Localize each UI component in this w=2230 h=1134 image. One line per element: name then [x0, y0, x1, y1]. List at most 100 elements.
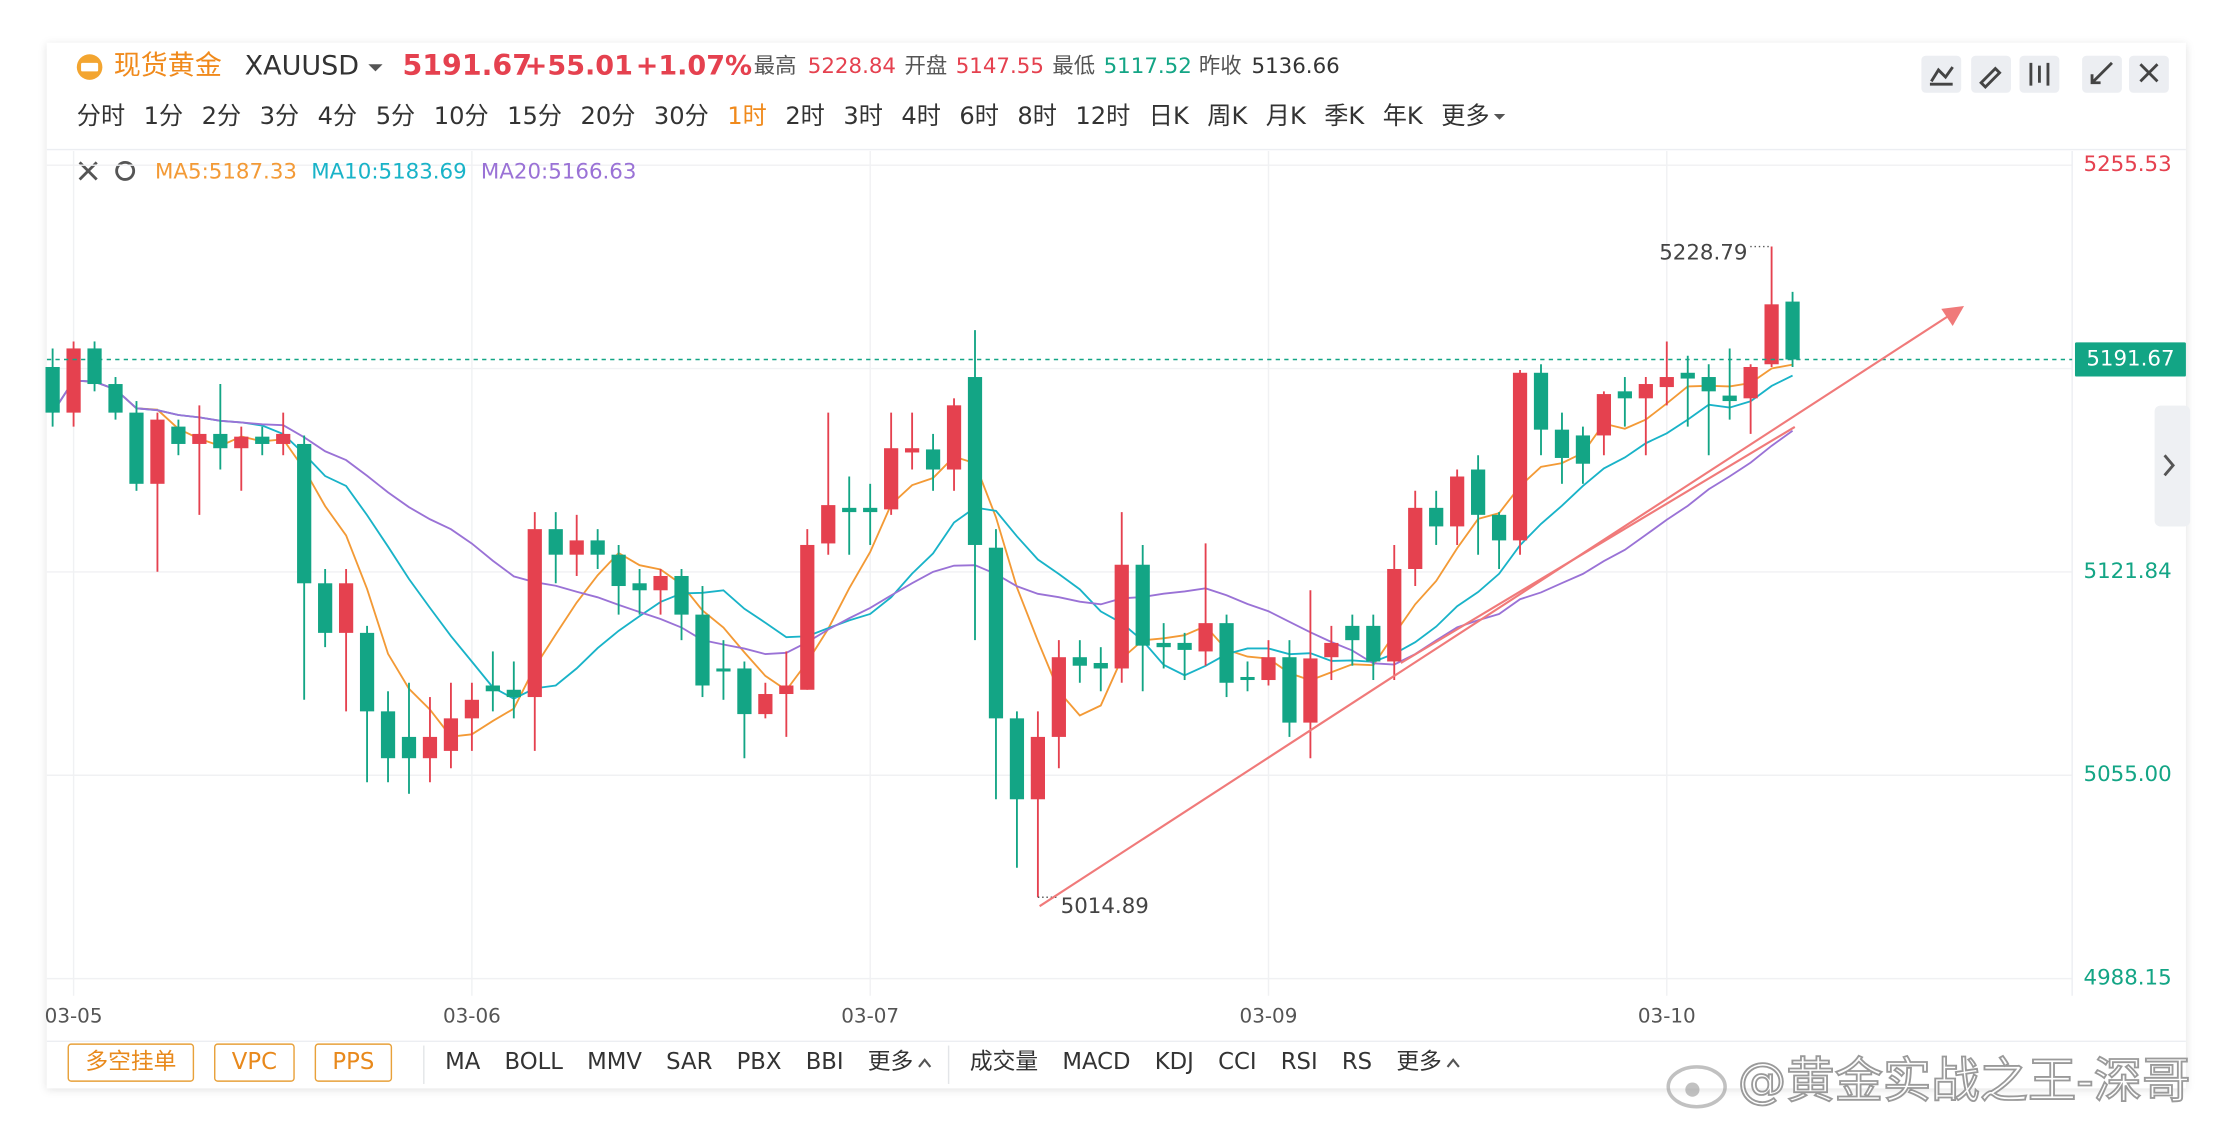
candle-body: [192, 433, 207, 444]
candle-body: [988, 547, 1004, 719]
candle-body: [1785, 301, 1800, 360]
symbol-code[interactable]: XAUUSD: [245, 51, 360, 82]
x-tick-label: 03-05: [45, 1005, 103, 1028]
trend-line: [1400, 425, 1796, 664]
settings-icon[interactable]: [115, 160, 136, 181]
timeframe[interactable]: 8时: [1017, 102, 1057, 130]
timeframe[interactable]: 1时: [727, 102, 767, 130]
indicator-tab[interactable]: MMV: [587, 1049, 642, 1075]
timeframe[interactable]: 5分: [376, 102, 416, 130]
stat-label: 最低: [1052, 54, 1095, 79]
timeframe[interactable]: 6时: [959, 102, 999, 130]
timeframe[interactable]: 12时: [1075, 102, 1130, 130]
button-label[interactable]: VPC: [232, 1049, 277, 1075]
timeframe[interactable]: 分时: [77, 102, 125, 130]
symbol-caret[interactable]: [368, 64, 383, 72]
candle-body: [904, 448, 920, 453]
timeframe[interactable]: 4分: [318, 102, 358, 130]
plot: 4988.155055.005121.845188.695255.5303-05…: [45, 151, 2186, 1028]
stat-value: 5147.55: [956, 54, 1044, 79]
candle-body: [1659, 377, 1674, 388]
candle-body: [1387, 568, 1402, 662]
change-pct: +1.07%: [636, 51, 752, 82]
stat-value: 5117.52: [1104, 54, 1192, 79]
timeframe[interactable]: 20分: [581, 102, 636, 130]
timeframe[interactable]: 月K: [1266, 102, 1307, 130]
y-tick-label: 5121.84: [2084, 559, 2172, 584]
indicator-tab[interactable]: 更多: [868, 1049, 913, 1075]
ma-legend: MA10:5183.69: [311, 159, 467, 184]
price-box-label: 5191.67: [2086, 346, 2174, 371]
indicator-tab[interactable]: CCI: [1218, 1049, 1256, 1075]
timeframe[interactable]: 3分: [260, 102, 300, 130]
timeframe[interactable]: 3时: [843, 102, 883, 130]
candle-body: [66, 348, 81, 413]
candle-body: [548, 529, 563, 555]
candle-body: [1617, 391, 1632, 399]
annotation: 5014.89: [1061, 894, 1149, 919]
timeframe[interactable]: 2时: [785, 102, 825, 130]
watermark-logo: [1666, 1065, 1727, 1109]
candle-body: [1030, 736, 1045, 800]
candle-body: [45, 366, 60, 413]
candle-body: [318, 583, 333, 633]
candle-body: [380, 711, 396, 759]
candle-body: [1072, 657, 1087, 666]
button-label[interactable]: PPS: [332, 1049, 374, 1075]
candle-body: [255, 436, 270, 444]
timeframe[interactable]: 2分: [202, 102, 242, 130]
timeframe[interactable]: 15分: [507, 102, 562, 130]
gold-icon-bar: [81, 62, 99, 72]
button[interactable]: [67, 1043, 195, 1082]
indicator-tab[interactable]: SAR: [666, 1049, 712, 1075]
candle-body: [1366, 625, 1381, 662]
candle-body: [338, 583, 354, 633]
stat-label: 最高: [754, 54, 797, 79]
candle-body: [884, 448, 899, 510]
indicator-tab[interactable]: KDJ: [1155, 1049, 1194, 1075]
timeframe[interactable]: 周K: [1207, 102, 1248, 130]
timeframe[interactable]: 年K: [1383, 102, 1424, 130]
watermark: @黄金实战之王-深哥: [1738, 1053, 2191, 1109]
indicator-tab[interactable]: BBI: [806, 1049, 844, 1075]
ma-line: [51, 379, 1794, 666]
timeframe[interactable]: 季K: [1324, 102, 1365, 130]
candle-body: [297, 443, 312, 584]
x-tick-label: 03-10: [1638, 1005, 1696, 1028]
button-label[interactable]: 多空挂单: [85, 1049, 176, 1075]
timeframe[interactable]: 10分: [434, 102, 489, 130]
side-tab-arrow: [2163, 454, 2175, 477]
indicator-tab[interactable]: MA: [445, 1049, 481, 1075]
timeframe[interactable]: 30分: [654, 102, 709, 130]
candle-body: [150, 419, 165, 484]
ma-legend: MA5:5187.33: [155, 159, 297, 184]
indicator-tab[interactable]: BOLL: [505, 1049, 564, 1075]
timeframe[interactable]: 日K: [1149, 102, 1190, 130]
candle-body: [1743, 366, 1758, 399]
timeframe[interactable]: 1分: [144, 102, 184, 130]
indicator-tab[interactable]: RS: [1342, 1049, 1372, 1075]
icon-glyphs: [1929, 61, 2159, 90]
indicator-tab[interactable]: PBX: [737, 1049, 782, 1075]
caret-up: [918, 1058, 932, 1068]
button[interactable]: [314, 1043, 393, 1082]
indicator-tab[interactable]: RSI: [1281, 1049, 1318, 1075]
indicator-tab[interactable]: 更多: [1396, 1049, 1441, 1075]
candle-body: [1722, 395, 1737, 402]
candle-body: [569, 540, 584, 555]
button[interactable]: [214, 1043, 295, 1082]
candle-body: [779, 685, 794, 695]
timeframe[interactable]: 更多: [1441, 102, 1489, 130]
candle-body: [1471, 469, 1486, 515]
timeframe[interactable]: 4时: [901, 102, 941, 130]
candle-body: [1303, 658, 1318, 723]
candle-body: [485, 685, 500, 692]
indicator-tab[interactable]: MACD: [1062, 1049, 1130, 1075]
candle-body: [925, 449, 941, 470]
candle-body: [1450, 476, 1465, 527]
price-box: [2074, 342, 2186, 377]
x-tick-label: 03-07: [841, 1005, 899, 1028]
indicator-tab[interactable]: 成交量: [970, 1049, 1038, 1075]
candle-body: [863, 507, 878, 513]
